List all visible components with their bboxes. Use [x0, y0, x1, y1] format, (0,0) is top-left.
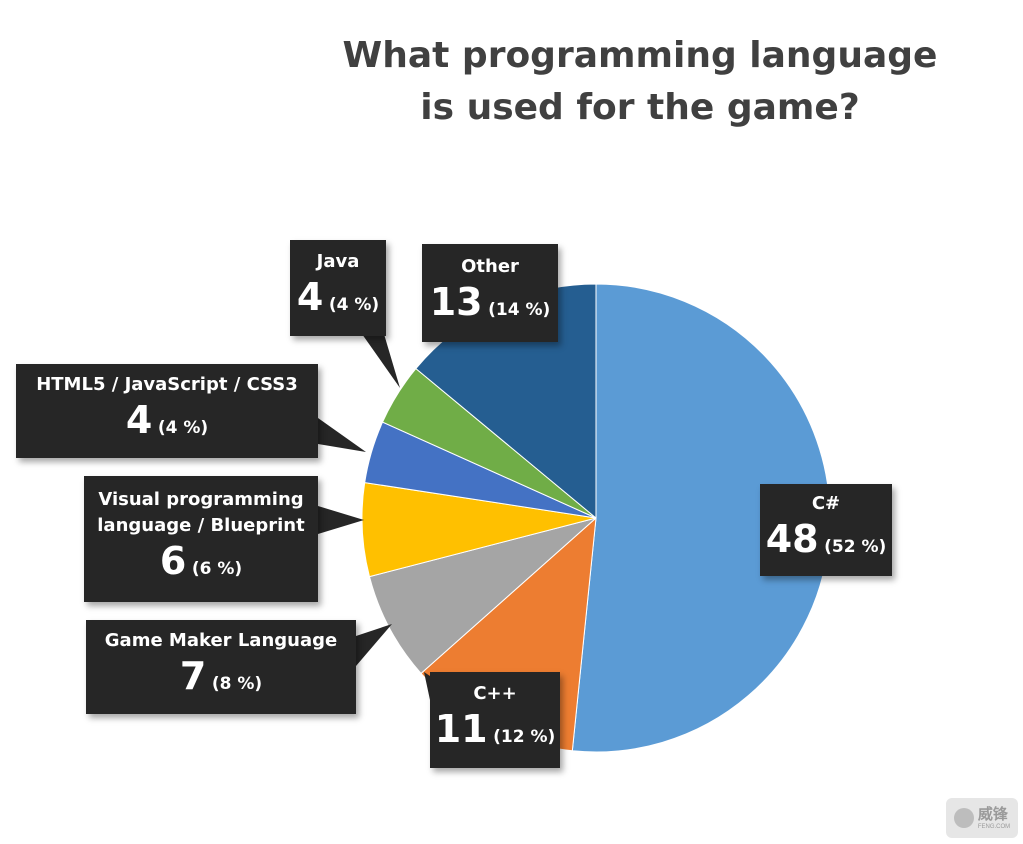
callout-html5-js-css3: HTML5 / JavaScript / CSS3 4 (4 %)	[16, 364, 318, 458]
callout-category-label: Visual programming	[98, 489, 304, 510]
callout-value: 13	[429, 280, 483, 324]
callout-category-label: C++	[473, 683, 517, 704]
chart-title-line-1: What programming language	[342, 35, 938, 76]
callout-percent: (52 %)	[824, 537, 887, 557]
callout-percent: (6 %)	[191, 559, 243, 579]
callout-value: 11	[434, 707, 488, 751]
callout-category-label: HTML5 / JavaScript / CSS3	[36, 374, 298, 395]
callout-value: 4	[296, 275, 324, 319]
watermark-text: 威锋	[977, 804, 1008, 823]
callout-percent: (4 %)	[157, 418, 209, 438]
pointer-game-maker	[356, 624, 392, 666]
watermark-logo-icon	[953, 808, 974, 828]
callout-value: 4	[125, 398, 153, 442]
pointer-visual-programming	[318, 506, 364, 534]
pointer-html5	[318, 418, 366, 452]
callout-value: 6	[159, 539, 187, 583]
callout-percent: (12 %)	[493, 727, 556, 747]
callout-value: 7	[179, 654, 207, 698]
watermark-subtext: FENG.COM	[977, 823, 1011, 830]
callout-percent: (4 %)	[328, 295, 380, 315]
callout-category-label: language / Blueprint	[97, 515, 305, 536]
pointer-java	[362, 334, 400, 388]
chart-title-line-2: is used for the game?	[420, 87, 860, 128]
callout-value: 48	[765, 517, 819, 561]
pointer-cpp	[424, 672, 430, 700]
callout-category-label: Other	[461, 256, 519, 277]
callout-category-label: Game Maker Language	[104, 630, 338, 651]
callout-percent: (14 %)	[488, 300, 551, 320]
callout-category-label: Java	[316, 251, 360, 272]
callout-percent: (8 %)	[211, 674, 263, 694]
watermark: 威锋 FENG.COM	[946, 798, 1018, 838]
callout-cpp: C++ 11 (12 %)	[430, 672, 560, 768]
callout-java: Java 4 (4 %)	[290, 240, 386, 336]
callout-visual-programming: Visual programming language / Blueprint 6 …	[84, 476, 318, 602]
chart-title: What programming language is used for th…	[240, 30, 1023, 134]
callout-other: Other 13 (14 %)	[422, 244, 558, 342]
callout-game-maker-language: Game Maker Language 7 (8 %)	[86, 620, 356, 714]
callout-category-label: C#	[811, 493, 841, 514]
callout-csharp: C# 48 (52 %)	[760, 484, 892, 576]
slice-game-maker-language	[368, 517, 597, 675]
